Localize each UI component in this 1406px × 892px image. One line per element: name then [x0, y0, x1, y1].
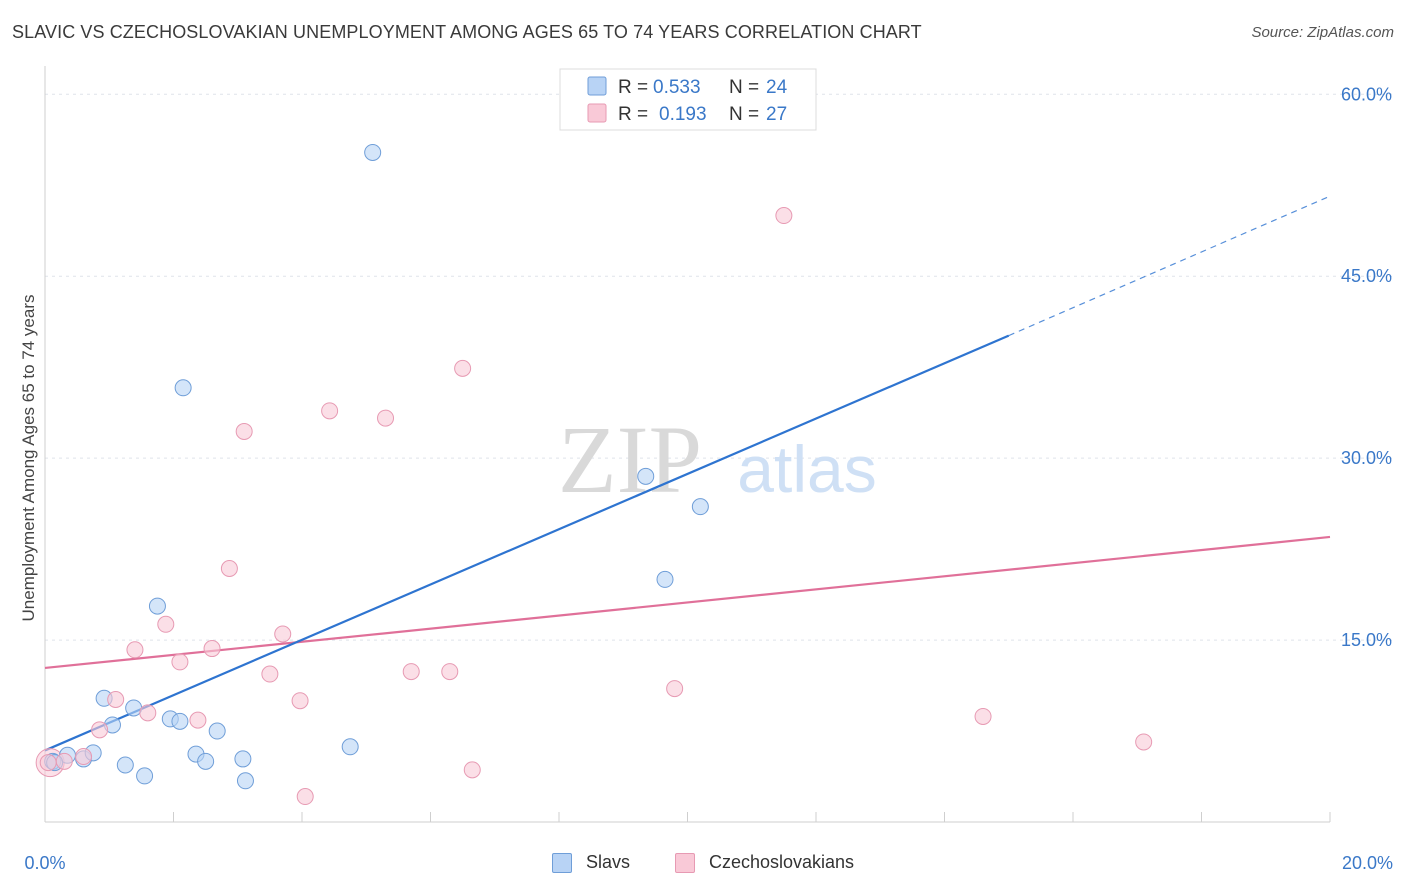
point-slavs — [136, 767, 154, 785]
point-slavs — [691, 498, 709, 516]
y-axis-label: Unemployment Among Ages 65 to 74 years — [19, 295, 38, 622]
point-czechoslovakians — [974, 707, 992, 725]
legend-r-value-slavs: 0.533 — [653, 77, 701, 98]
point-czechoslovakians — [39, 754, 57, 772]
legend-label-czechoslovakians: Czechoslovakians — [708, 852, 855, 872]
watermark: ZIP atlas — [558, 406, 877, 513]
point-czechoslovakians — [91, 721, 109, 739]
x-tick-labels: 0.0% 20.0% — [24, 853, 1393, 873]
y-tick-label: 45.0% — [1341, 266, 1392, 286]
point-czechoslovakians — [402, 663, 420, 681]
point-slavs — [637, 467, 655, 485]
point-czechoslovakians — [666, 680, 684, 698]
trend-lines — [44, 195, 1331, 752]
legend-r-value-czechoslovakians: 0.193 — [659, 104, 707, 125]
trendline-slavs — [44, 334, 1010, 752]
trendline-slavs-extrapolation — [1008, 195, 1331, 337]
legend-n-label: N = — [729, 77, 759, 98]
x-tick-label: 0.0% — [24, 853, 65, 873]
x-tick-label: 20.0% — [1342, 853, 1393, 873]
point-slavs — [234, 750, 252, 768]
point-czechoslovakians — [463, 761, 481, 779]
legend-swatch-slavs — [551, 852, 572, 873]
point-czechoslovakians — [189, 711, 207, 729]
point-slavs — [236, 772, 254, 790]
watermark-zip: ZIP — [558, 406, 702, 513]
legend-item-czechoslovakians: Czechoslovakians — [674, 852, 855, 873]
point-czechoslovakians — [203, 640, 221, 658]
legend-n-label: N = — [729, 104, 759, 125]
y-tick-labels: 15.0% 30.0% 45.0% 60.0% — [1341, 84, 1392, 650]
y-tick-label: 15.0% — [1341, 630, 1392, 650]
legend-swatch-slavs — [587, 76, 607, 96]
point-slavs — [174, 379, 192, 397]
legend-item-slavs: Slavs — [551, 852, 630, 873]
point-czechoslovakians — [75, 748, 93, 766]
legend-top: R = 0.533 N = 24 R = 0.193 N = 27 — [559, 68, 817, 131]
legend-bottom: Slavs Czechoslovakians — [0, 852, 1406, 878]
point-czechoslovakians — [235, 422, 253, 440]
point-czechoslovakians — [291, 692, 309, 710]
point-czechoslovakians — [220, 560, 238, 578]
axes — [44, 66, 1331, 823]
legend-label-slavs: Slavs — [585, 852, 630, 872]
legend-n-value-slavs: 24 — [766, 77, 788, 98]
legend-n-value-czechoslovakians: 27 — [766, 104, 787, 125]
data-points — [35, 143, 1153, 806]
source-label: Source: ZipAtlas.com — [1251, 24, 1394, 41]
point-czechoslovakians — [321, 402, 339, 420]
point-czechoslovakians — [441, 663, 459, 681]
point-slavs — [116, 756, 134, 774]
watermark-atlas: atlas — [737, 432, 876, 506]
point-slavs — [364, 143, 382, 161]
grid-lines — [45, 93, 1392, 641]
point-czechoslovakians — [55, 752, 73, 770]
legend-swatch-czechoslovakians — [587, 103, 607, 123]
point-czechoslovakians — [454, 359, 472, 377]
point-czechoslovakians — [157, 615, 175, 633]
y-tick-label: 60.0% — [1341, 84, 1392, 104]
point-czechoslovakians — [126, 641, 144, 659]
point-czechoslovakians — [261, 665, 279, 683]
legend-r-label: R = — [618, 104, 648, 125]
point-czechoslovakians — [107, 690, 125, 708]
point-czechoslovakians — [377, 409, 395, 427]
point-czechoslovakians — [775, 207, 793, 225]
point-slavs — [171, 712, 189, 730]
point-czechoslovakians — [1135, 733, 1153, 751]
point-slavs — [341, 738, 359, 756]
point-slavs — [148, 597, 166, 615]
legend-r-label: R = — [618, 77, 648, 98]
point-czechoslovakians — [274, 625, 292, 643]
point-slavs — [656, 570, 674, 588]
point-slavs — [208, 722, 226, 740]
trendline-czechoslovakians — [44, 535, 1331, 670]
point-slavs — [125, 699, 143, 717]
y-tick-label: 30.0% — [1341, 448, 1392, 468]
point-czechoslovakians — [296, 788, 314, 806]
point-czechoslovakians — [139, 704, 157, 722]
chart-title: SLAVIC VS CZECHOSLOVAKIAN UNEMPLOYMENT A… — [12, 22, 922, 42]
point-slavs — [197, 752, 215, 770]
point-czechoslovakians — [171, 653, 189, 671]
legend-swatch-czechoslovakians — [674, 852, 695, 873]
